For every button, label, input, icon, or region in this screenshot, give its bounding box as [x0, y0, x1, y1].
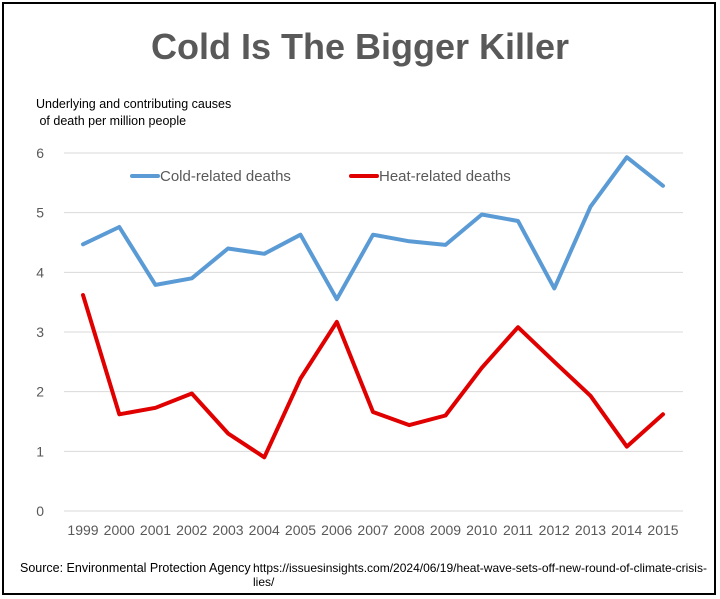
data-point — [626, 446, 628, 448]
x-tick-label: 2001 — [140, 522, 171, 538]
y-tick-label: 0 — [36, 503, 44, 519]
data-point — [408, 240, 410, 242]
source-url[interactable]: https://issuesinsights.com/2024/06/19/he… — [253, 561, 707, 589]
x-tick-label: 2014 — [611, 522, 642, 538]
x-tick-label: 2011 — [503, 522, 533, 538]
x-tick-labels: 1999 2000 2001 2002 2003 2004 2005 2006 2007 2008… — [67, 522, 678, 538]
x-tick-label: 2008 — [394, 522, 425, 538]
y-tick-label: 6 — [36, 145, 44, 161]
data-point — [82, 243, 84, 245]
data-point — [590, 395, 591, 397]
data-point — [336, 298, 338, 300]
gridlines — [64, 152, 683, 512]
heat-series-line — [81, 293, 665, 460]
y-tick-label: 4 — [36, 264, 44, 280]
data-point — [626, 156, 628, 158]
data-point — [408, 424, 410, 426]
x-tick-label: 2004 — [249, 522, 280, 538]
x-tick-label: 2003 — [212, 522, 243, 538]
data-point — [191, 392, 193, 394]
x-tick-label: 2002 — [176, 522, 207, 538]
data-point — [118, 226, 120, 228]
chart-title: Cold Is The Bigger Killer — [150, 26, 570, 67]
data-point — [553, 287, 555, 289]
data-point — [118, 413, 120, 415]
data-point — [481, 367, 483, 369]
data-point — [662, 185, 664, 187]
data-point — [263, 253, 265, 255]
data-point — [300, 378, 301, 380]
legend-label: Cold-related deaths — [160, 168, 291, 185]
x-tick-label: 2009 — [430, 522, 461, 538]
data-point — [553, 361, 555, 363]
y-tick-labels: 0 1 2 3 4 5 6 — [36, 145, 44, 519]
y-tick-label: 3 — [36, 324, 44, 340]
x-tick-label: 1999 — [67, 522, 98, 538]
data-point — [517, 326, 519, 328]
y-tick-label: 5 — [36, 205, 44, 221]
x-tick-label: 2006 — [321, 522, 352, 538]
x-tick-label: 2013 — [575, 522, 606, 538]
x-tick-label: 2010 — [466, 522, 497, 538]
data-point — [227, 247, 229, 249]
data-point — [263, 456, 265, 458]
series-lines — [81, 155, 665, 460]
data-point — [445, 415, 446, 417]
y-tick-label: 2 — [36, 384, 44, 400]
data-point — [227, 432, 229, 434]
x-tick-label: 2000 — [104, 522, 135, 538]
data-point — [191, 277, 193, 279]
data-point — [300, 234, 301, 236]
data-point — [517, 220, 519, 222]
data-point — [336, 321, 338, 323]
data-point — [445, 244, 446, 246]
x-tick-label: 2015 — [647, 522, 678, 538]
x-tick-label: 2012 — [539, 522, 570, 538]
data-point — [590, 206, 591, 208]
data-point — [481, 213, 483, 215]
data-point — [372, 234, 374, 236]
data-point — [155, 407, 156, 409]
data-point — [372, 411, 374, 413]
data-point — [155, 284, 156, 286]
y-tick-label: 1 — [36, 443, 44, 459]
source-note: Source: Environmental Protection Agency — [20, 561, 251, 575]
legend: Cold-related deaths Heat-related deaths — [130, 168, 511, 185]
x-tick-label: 2005 — [285, 522, 316, 538]
y-axis-label: Underlying and contributing causes of de… — [36, 97, 232, 128]
legend-label: Heat-related deaths — [379, 168, 511, 185]
data-point — [662, 413, 664, 415]
data-point — [82, 294, 84, 296]
x-tick-label: 2007 — [357, 522, 388, 538]
